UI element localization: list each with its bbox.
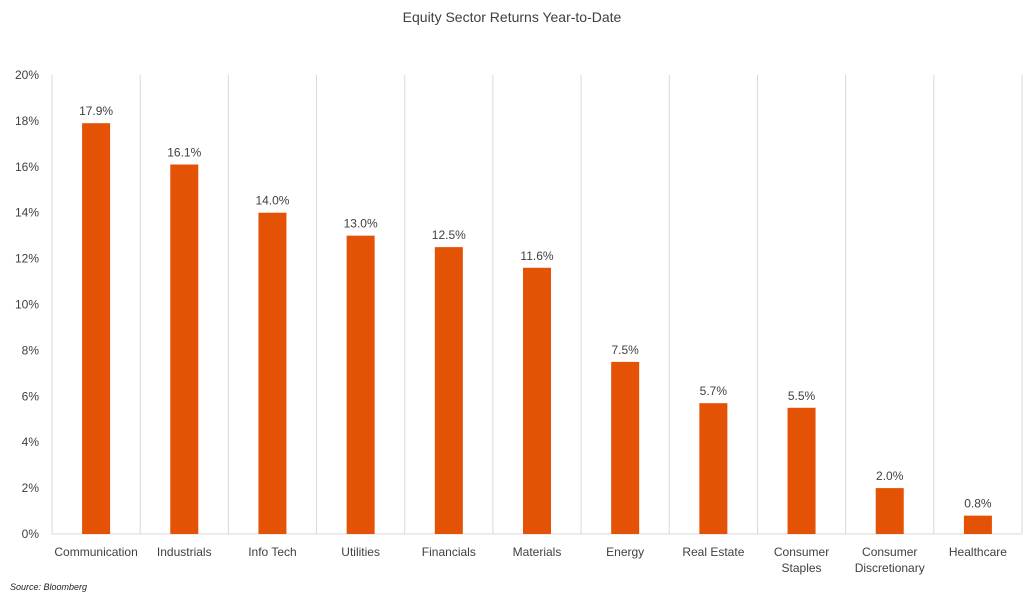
y-tick-label: 14% [15,206,39,220]
data-label: 12.5% [432,228,466,242]
x-tick-label: Communication [54,545,137,559]
x-tick-label: Industrials [157,545,212,559]
chart-title: Equity Sector Returns Year-to-Date [403,9,622,25]
data-label: 16.1% [167,146,201,160]
y-tick-label: 6% [22,389,40,403]
bar [699,403,728,534]
bars [82,123,992,534]
x-tick-label: Materials [513,545,562,559]
y-tick-label: 20% [15,68,39,82]
bar [787,407,816,534]
source-note: Source: Bloomberg [10,582,88,592]
x-tick-label: Utilities [341,545,380,559]
x-tick-label: Consumer Discretionary [855,545,925,575]
y-tick-label: 16% [15,160,39,174]
x-tick-label: Healthcare [949,545,1007,559]
y-tick-label: 18% [15,114,39,128]
y-tick-label: 4% [22,435,40,449]
data-label: 14.0% [255,194,289,208]
x-tick-label: Financials [422,545,476,559]
bar [434,247,463,534]
y-tick-label: 12% [15,252,39,266]
data-label: 5.5% [788,389,816,403]
y-tick-label: 0% [22,527,40,541]
data-label: 11.6% [520,249,553,263]
x-axis-ticks: Communication Industrials Info Tech Utiliti… [54,545,1007,575]
x-tick-label: Consumer Staples [774,545,829,575]
y-tick-label: 2% [22,481,40,495]
bar [963,515,992,534]
x-tick-label: Real Estate [682,545,744,559]
data-label: 2.0% [876,469,904,483]
bar [875,488,904,534]
bar [170,164,199,534]
data-label: 0.8% [964,497,992,511]
bar [611,361,640,534]
y-tick-label: 10% [15,298,39,312]
x-tick-label: Energy [606,545,644,559]
y-tick-label: 8% [22,343,40,357]
bar [82,123,111,534]
data-labels: 17.9% 16.1% 14.0% 13.0% 12.5% 11.6% 7.5% 5.7% 5.… [79,104,992,510]
bar [258,212,287,534]
data-label: 7.5% [612,343,640,357]
y-axis-ticks: 0% 2% 4% 6% 8% 10% 12% 14% 16% 18% 20% [15,68,39,541]
x-tick-label: Info Tech [248,545,296,559]
bar [523,267,551,534]
data-label: 5.7% [700,384,728,398]
data-label: 17.9% [79,104,113,118]
data-label: 13.0% [344,217,378,231]
bar [346,235,375,534]
